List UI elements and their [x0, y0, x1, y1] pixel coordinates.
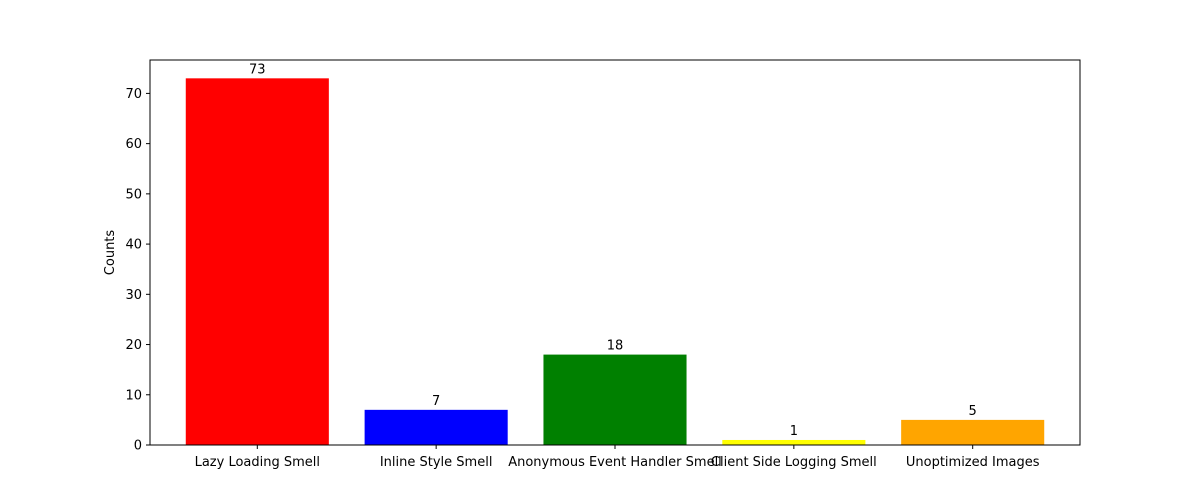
y-tick-label: 60 — [125, 137, 142, 152]
bar — [901, 419, 1045, 445]
x-tick-label: Unoptimized Images — [906, 455, 1040, 470]
bars-layer — [185, 78, 1045, 445]
bar-value-label: 73 — [249, 62, 266, 77]
y-tick-label: 40 — [125, 238, 142, 253]
x-tick-label: Client Side Logging Smell — [711, 455, 877, 470]
y-tick-label: 30 — [125, 288, 142, 303]
y-tick-label: 50 — [125, 187, 142, 202]
bar-value-label: 18 — [607, 339, 624, 354]
bar-value-label: 7 — [432, 394, 440, 409]
y-tick-label: 70 — [125, 87, 142, 102]
y-axis-label: Counts — [103, 230, 118, 276]
y-tick-label: 0 — [134, 439, 142, 454]
x-tick-label: Inline Style Smell — [380, 455, 493, 470]
bar — [364, 409, 508, 445]
bar-value-label: 1 — [790, 424, 798, 439]
bar — [185, 78, 329, 445]
value-labels-layer: 73 7 18 1 5 — [249, 62, 977, 439]
bar — [543, 354, 687, 445]
y-tick-label: 10 — [125, 388, 142, 403]
y-tick-label: 20 — [125, 338, 142, 353]
bar-value-label: 5 — [969, 404, 977, 419]
y-axis: 0 10 20 30 40 50 60 70 — [125, 87, 150, 454]
x-tick-label: Lazy Loading Smell — [195, 455, 320, 470]
bar — [722, 439, 866, 445]
x-tick-label: Anonymous Event Handler Smell — [508, 455, 722, 470]
x-axis: Lazy Loading Smell Inline Style Smell Anon… — [195, 445, 1040, 470]
